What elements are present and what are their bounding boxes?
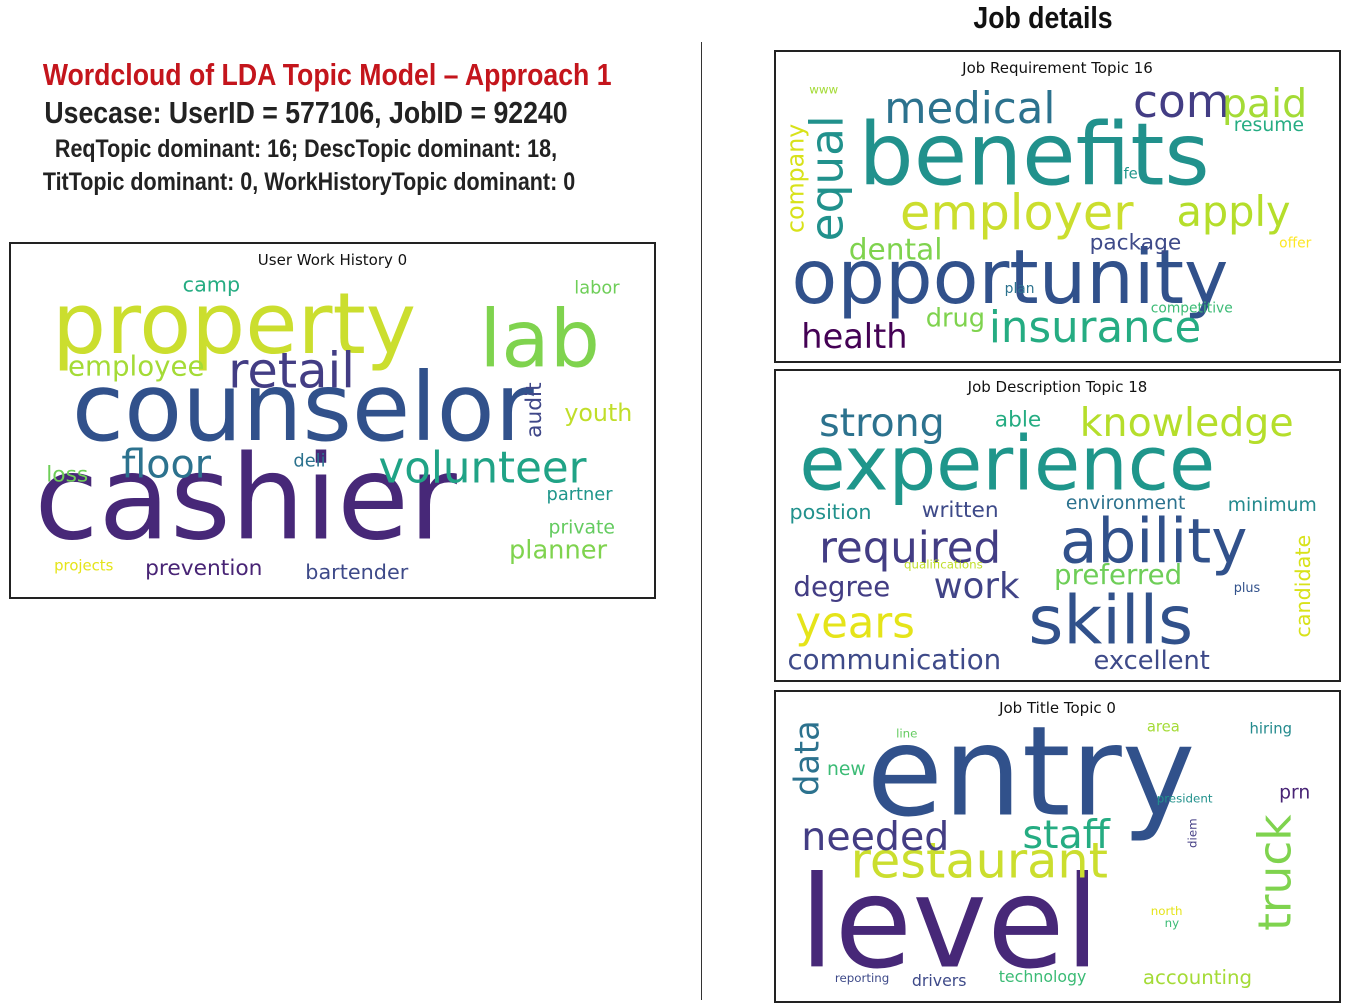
- cloud-word-private: private: [549, 518, 615, 539]
- cloud-word-apply: apply: [1176, 188, 1290, 236]
- cloud-word-technology: technology: [999, 967, 1087, 986]
- cloud-word-environment: environment: [1066, 493, 1185, 514]
- req-desc-topic-line: ReqTopic dominant: 16; DescTopic dominan…: [54, 135, 558, 163]
- cloud-word-staff: staff: [1022, 812, 1110, 858]
- cloud-word-area: area: [1147, 718, 1180, 735]
- cloud-word-preferred: preferred: [1054, 558, 1182, 591]
- cloud-word-bartender: bartender: [305, 560, 408, 584]
- cloud-word-years: years: [795, 599, 915, 649]
- cloud-word-www: www: [809, 82, 838, 96]
- cloud-word-restaurant: restaurant: [851, 832, 1108, 890]
- cloud-word-north: north: [1151, 904, 1183, 918]
- cloud-word-lab: lab: [479, 294, 600, 386]
- cloud-word-communication: communication: [787, 643, 1001, 676]
- cloud-word-counselor: counselor: [72, 353, 535, 463]
- cloud-word-retail: retail: [228, 341, 355, 399]
- cloud-word-resume: resume: [1234, 115, 1304, 136]
- cloud-word-written: written: [922, 498, 999, 523]
- cloud-word-equal: equal: [800, 115, 853, 241]
- cloud-word-strong: strong: [819, 400, 945, 446]
- cloud-word-insurance: insurance: [989, 303, 1201, 353]
- cloud-word-paid: paid: [1222, 81, 1307, 127]
- column-divider: [701, 42, 702, 1000]
- cloud-word-com: com: [1133, 75, 1230, 128]
- cloud-word-deli: deli: [293, 450, 325, 471]
- cloud-word-benefits: benefits: [859, 104, 1210, 205]
- cloud-word-reporting: reporting: [835, 971, 889, 985]
- cloud-word-knowledge: knowledge: [1080, 400, 1294, 446]
- cloud-word-ny: ny: [1165, 916, 1180, 930]
- cloud-word-president: president: [1157, 792, 1213, 806]
- cloud-word-hiring: hiring: [1250, 720, 1292, 737]
- cloud-word-employee: employee: [68, 350, 205, 383]
- cloud-word-experience: experience: [799, 419, 1215, 507]
- cloud-word-medical: medical: [884, 84, 1055, 134]
- cloud-word-prevention: prevention: [145, 556, 262, 581]
- job-title-panel: Job Title Topic 0 entry level restaurant ne…: [774, 690, 1341, 1003]
- cloud-word-health: health: [801, 317, 907, 356]
- cloud-word-accounting: accounting: [1143, 966, 1252, 989]
- cloud-word-opportunity: opportunity: [791, 233, 1228, 321]
- cloud-word-position: position: [789, 500, 871, 524]
- cloud-word-plan: plan: [1005, 281, 1035, 297]
- cloud-word-prn: prn: [1279, 783, 1310, 804]
- cloud-word-drivers: drivers: [912, 971, 967, 990]
- cloud-word-company: company: [781, 124, 809, 233]
- cloud-word-cashier: cashier: [34, 431, 457, 567]
- cloud-word-truck: truck: [1249, 814, 1302, 931]
- cloud-word-partner: partner: [547, 484, 614, 505]
- cloud-word-audit: audit: [522, 382, 547, 438]
- cloud-word-line: line: [896, 726, 917, 740]
- cloud-word-offer: offer: [1279, 235, 1311, 251]
- cloud-word-data: data: [788, 720, 827, 796]
- cloud-word-ability: ability: [1060, 507, 1248, 578]
- cloud-word-candidate: candidate: [1291, 535, 1315, 638]
- cloud-word-life: life: [1115, 165, 1138, 182]
- cloud-word-plus: plus: [1234, 581, 1261, 596]
- cloud-word-volunteer: volunteer: [378, 443, 586, 493]
- cloud-word-able: able: [995, 407, 1041, 432]
- cloud-word-needed: needed: [801, 814, 949, 860]
- cloud-word-entry: entry: [866, 700, 1195, 844]
- job-requirement-panel-title: Job Requirement Topic 16: [962, 59, 1153, 77]
- job-description-panel: Job Description Topic 18 experience skill…: [774, 369, 1341, 682]
- cloud-word-level: level: [799, 849, 1099, 996]
- cloud-word-new: new: [827, 759, 866, 780]
- cloud-word-youth: youth: [564, 399, 632, 427]
- cloud-word-projects: projects: [54, 557, 113, 574]
- cloud-word-required: required: [819, 524, 1001, 574]
- job-title-panel-title: Job Title Topic 0: [999, 699, 1116, 717]
- cloud-word-loss: loss: [46, 462, 88, 487]
- cloud-word-camp: camp: [183, 272, 241, 296]
- job-requirement-panel: Job Requirement Topic 16 benefits opportu…: [774, 50, 1341, 363]
- cloud-word-property: property: [52, 275, 416, 374]
- cloud-word-competitive: competitive: [1151, 301, 1233, 317]
- cloud-word-degree: degree: [793, 570, 890, 603]
- tit-work-topic-line: TitTopic dominant: 0, WorkHistoryTopic d…: [42, 168, 576, 196]
- work-history-panel: User Work History 0 cashier counselor prop…: [9, 242, 656, 599]
- cloud-word-floor: floor: [121, 441, 211, 487]
- cloud-word-work: work: [934, 566, 1020, 607]
- cloud-word-diem: diem: [1185, 818, 1199, 848]
- usecase-line: Usecase: UserID = 577106, JobID = 92240: [44, 95, 568, 130]
- cloud-word-qualifications: qualifications: [904, 557, 983, 571]
- cloud-word-excellent: excellent: [1094, 646, 1210, 676]
- cloud-word-skills: skills: [1028, 581, 1193, 659]
- job-details-title: Job details: [973, 0, 1113, 35]
- cloud-word-dental: dental: [849, 232, 943, 266]
- work-history-panel-title: User Work History 0: [257, 251, 408, 269]
- cloud-word-drug: drug: [926, 303, 985, 333]
- cloud-word-minimum: minimum: [1228, 495, 1317, 516]
- main-title: Wordcloud of LDA Topic Model – Approach …: [42, 57, 612, 92]
- cloud-word-package: package: [1090, 230, 1182, 255]
- cloud-word-employer: employer: [900, 184, 1134, 242]
- cloud-word-planner: planner: [509, 535, 608, 565]
- cloud-word-labor: labor: [574, 277, 620, 298]
- job-description-panel-title: Job Description Topic 18: [967, 378, 1148, 396]
